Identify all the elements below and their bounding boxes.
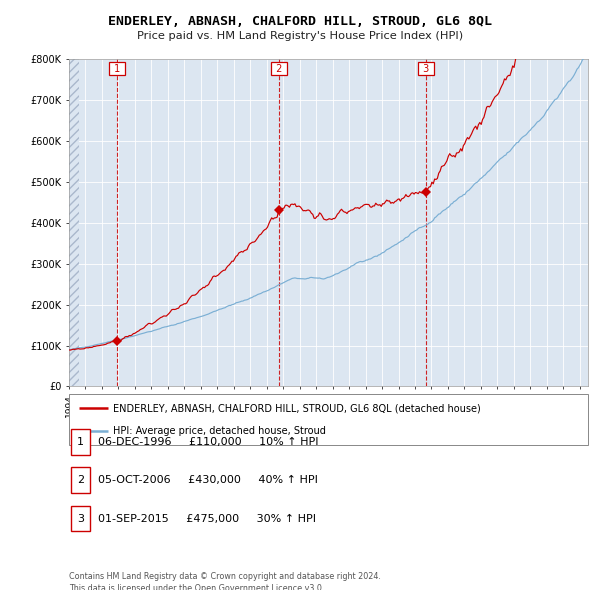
Text: 3: 3 (420, 64, 432, 74)
FancyBboxPatch shape (69, 394, 588, 445)
Text: 01-SEP-2015     £475,000     30% ↑ HPI: 01-SEP-2015 £475,000 30% ↑ HPI (98, 514, 316, 523)
Bar (69, 59, 79, 386)
Text: 05-OCT-2006     £430,000     40% ↑ HPI: 05-OCT-2006 £430,000 40% ↑ HPI (98, 476, 317, 485)
Text: 06-DEC-1996     £110,000     10% ↑ HPI: 06-DEC-1996 £110,000 10% ↑ HPI (98, 437, 319, 447)
Text: 3: 3 (77, 514, 84, 523)
Text: HPI: Average price, detached house, Stroud: HPI: Average price, detached house, Stro… (113, 426, 326, 436)
Text: 1: 1 (77, 437, 84, 447)
Text: Price paid vs. HM Land Registry's House Price Index (HPI): Price paid vs. HM Land Registry's House … (137, 31, 463, 41)
Text: Contains HM Land Registry data © Crown copyright and database right 2024.
This d: Contains HM Land Registry data © Crown c… (69, 572, 381, 590)
Text: ENDERLEY, ABNASH, CHALFORD HILL, STROUD, GL6 8QL: ENDERLEY, ABNASH, CHALFORD HILL, STROUD,… (108, 15, 492, 28)
FancyBboxPatch shape (71, 429, 90, 455)
FancyBboxPatch shape (71, 506, 90, 532)
FancyBboxPatch shape (71, 467, 90, 493)
Text: 2: 2 (77, 476, 84, 485)
Text: 2: 2 (273, 64, 286, 74)
Text: 1: 1 (111, 64, 123, 74)
Text: ENDERLEY, ABNASH, CHALFORD HILL, STROUD, GL6 8QL (detached house): ENDERLEY, ABNASH, CHALFORD HILL, STROUD,… (113, 403, 481, 413)
